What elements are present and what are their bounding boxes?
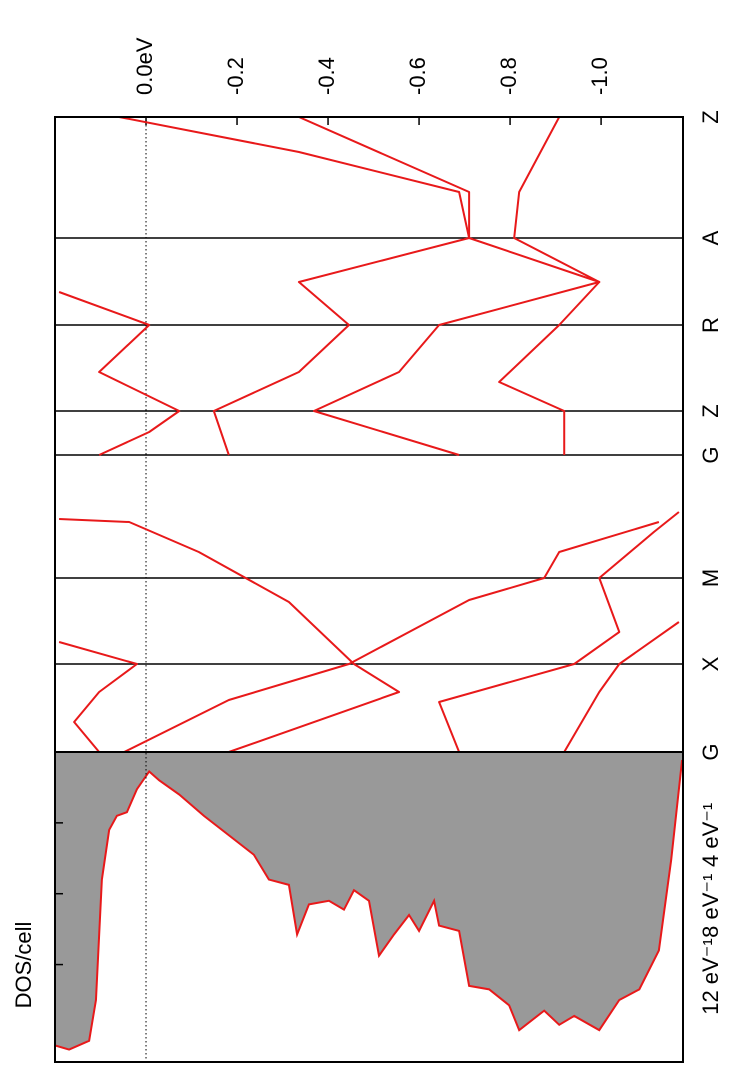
band-line [563, 621, 680, 752]
dos-tick-label: 4 eV⁻¹ [698, 803, 723, 867]
k-tick-label: Z [698, 404, 723, 417]
dos-group [55, 752, 683, 1051]
k-tick-label: Z [698, 110, 723, 123]
band-line [298, 117, 601, 455]
e-tick-label: -0.2 [223, 57, 248, 95]
e-tick-label: -1.0 [587, 57, 612, 95]
dos-area [55, 752, 683, 1050]
k-tick-label: G [698, 446, 723, 463]
e-tick-label: 0.0eV [132, 37, 157, 95]
e-tick-label: -0.6 [405, 57, 430, 95]
band-line [312, 117, 601, 456]
k-tick-label: A [698, 230, 723, 245]
k-tick-label: R [698, 317, 723, 333]
band-frame [54, 116, 684, 753]
e-tick-label: -0.8 [496, 57, 521, 95]
band-line [438, 511, 680, 752]
band-line [58, 291, 181, 456]
dos-tick-label: 8 eV⁻¹ [698, 874, 723, 938]
band-group [58, 117, 680, 752]
chart-title: DOS/cell [11, 922, 36, 1009]
dos-tick-label: 12 eV⁻¹ [698, 938, 723, 1014]
dos-line [55, 759, 683, 1051]
band-line [123, 521, 660, 752]
band-line [59, 518, 401, 752]
band-line [118, 117, 471, 456]
dos-frame [54, 751, 684, 1063]
k-tick-label: X [698, 656, 723, 671]
k-tick-label: G [698, 743, 723, 760]
e-tick-label: -0.4 [314, 57, 339, 95]
band-line [58, 641, 138, 752]
k-tick-label: M [698, 569, 723, 587]
